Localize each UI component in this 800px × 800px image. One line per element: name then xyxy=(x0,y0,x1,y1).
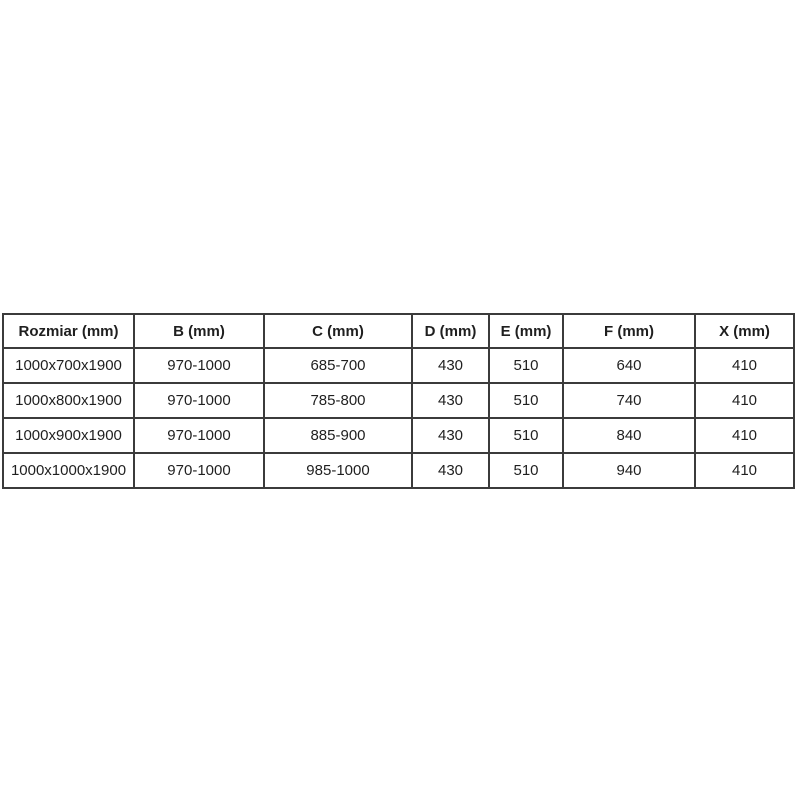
table-cell-x: 410 xyxy=(694,452,795,489)
table-cell-f: 940 xyxy=(562,452,696,489)
table-cell-d: 430 xyxy=(411,417,490,454)
dimensions-spec-table: Rozmiar (mm) B (mm) C (mm) D (mm) E (mm)… xyxy=(2,313,795,489)
table-cell-c: 985-1000 xyxy=(263,452,413,489)
table-cell-x: 410 xyxy=(694,382,795,419)
table-cell-x: 410 xyxy=(694,417,795,454)
table-cell-c: 885-900 xyxy=(263,417,413,454)
table-row: 1000x800x1900 970-1000 785-800 430 510 7… xyxy=(2,382,795,419)
table-cell-c: 685-700 xyxy=(263,347,413,384)
column-header-d: D (mm) xyxy=(411,313,490,349)
table-cell-x: 410 xyxy=(694,347,795,384)
table-row: 1000x900x1900 970-1000 885-900 430 510 8… xyxy=(2,417,795,454)
table-cell-e: 510 xyxy=(488,382,564,419)
table-row: 1000x700x1900 970-1000 685-700 430 510 6… xyxy=(2,347,795,384)
table-cell-e: 510 xyxy=(488,347,564,384)
table-row: 1000x1000x1900 970-1000 985-1000 430 510… xyxy=(2,452,795,489)
table-cell-f: 740 xyxy=(562,382,696,419)
column-header-e: E (mm) xyxy=(488,313,564,349)
column-header-rozmiar: Rozmiar (mm) xyxy=(2,313,135,349)
table-cell-e: 510 xyxy=(488,452,564,489)
table-cell-f: 840 xyxy=(562,417,696,454)
table-cell-b: 970-1000 xyxy=(133,452,265,489)
table-cell-b: 970-1000 xyxy=(133,347,265,384)
table-cell-size: 1000x800x1900 xyxy=(2,382,135,419)
table-cell-size: 1000x900x1900 xyxy=(2,417,135,454)
table-cell-d: 430 xyxy=(411,452,490,489)
table-cell-c: 785-800 xyxy=(263,382,413,419)
table-header-row: Rozmiar (mm) B (mm) C (mm) D (mm) E (mm)… xyxy=(2,313,795,349)
table-cell-d: 430 xyxy=(411,347,490,384)
column-header-x: X (mm) xyxy=(694,313,795,349)
table-cell-size: 1000x1000x1900 xyxy=(2,452,135,489)
column-header-b: B (mm) xyxy=(133,313,265,349)
table-cell-e: 510 xyxy=(488,417,564,454)
column-header-c: C (mm) xyxy=(263,313,413,349)
column-header-f: F (mm) xyxy=(562,313,696,349)
table-cell-d: 430 xyxy=(411,382,490,419)
table-cell-b: 970-1000 xyxy=(133,382,265,419)
table-cell-f: 640 xyxy=(562,347,696,384)
table-cell-b: 970-1000 xyxy=(133,417,265,454)
table-cell-size: 1000x700x1900 xyxy=(2,347,135,384)
